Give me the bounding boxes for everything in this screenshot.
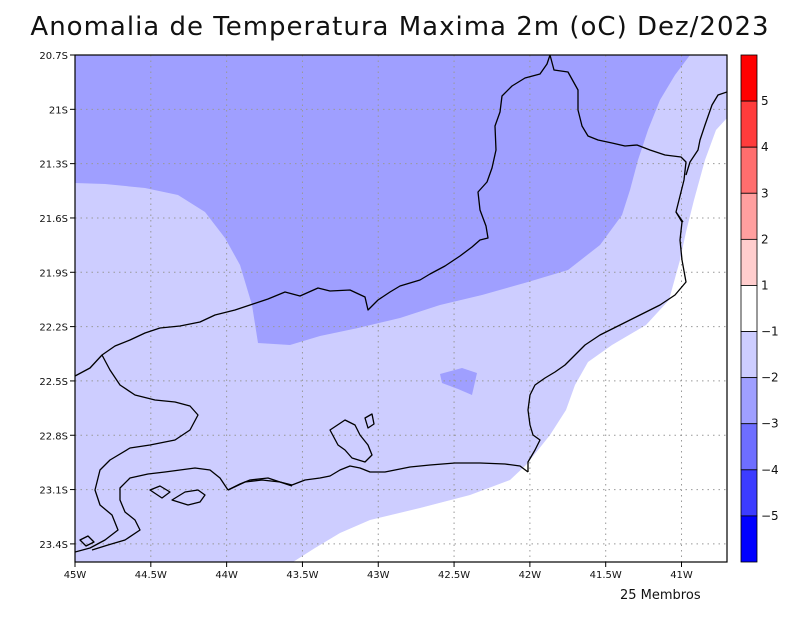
colorbar-swatch xyxy=(740,515,758,563)
members-footnote: 25 Membros xyxy=(620,588,701,603)
colorbar-label: 5 xyxy=(761,94,769,108)
anomaly-band-minus2 xyxy=(75,55,690,345)
x-tick-labels: 45W 44.5W 44W 43.5W 43W 42.5W 42W 41.5W 41W xyxy=(64,562,693,581)
colorbar-swatch xyxy=(740,285,758,332)
y-tick-labels: 20.7S 21S 21.3S 21.6S 21.9S 22.2S 22.5S 22.8S 23… xyxy=(39,51,75,551)
map-title: Anomalia de Temperatura Maxima 2m (oC) D… xyxy=(30,12,770,42)
colorbar-label: 4 xyxy=(761,140,769,154)
colorbar-swatch xyxy=(740,192,758,240)
y-tick-label: 22.2S xyxy=(39,323,68,334)
y-tick-label: 22.5S xyxy=(39,377,68,388)
x-tick-label: 44W xyxy=(215,570,238,581)
colorbar-label: −5 xyxy=(761,509,779,523)
x-tick-label: 44.5W xyxy=(135,570,167,581)
anomaly-patch-minus2 xyxy=(440,368,477,395)
colorbar-swatch xyxy=(740,100,758,148)
colorbar-swatch xyxy=(740,331,758,379)
x-tick-label: 43W xyxy=(367,570,390,581)
y-tick-label: 23.1S xyxy=(39,486,68,497)
x-tick-label: 42.5W xyxy=(438,570,470,581)
colorbar-label: −3 xyxy=(761,417,779,431)
y-tick-label: 21.9S xyxy=(39,268,68,279)
colorbar-label: −4 xyxy=(761,463,779,477)
y-tick-label: 22.8S xyxy=(39,431,68,442)
colorbar-label: 2 xyxy=(761,232,769,246)
x-tick-label: 41W xyxy=(670,570,693,581)
y-tick-label: 21.6S xyxy=(39,214,68,225)
colorbar-label: 1 xyxy=(761,278,769,292)
colorbar-swatch xyxy=(740,377,758,425)
map-frame xyxy=(74,54,728,563)
colorbar-swatch xyxy=(740,54,758,102)
y-tick-label: 20.7S xyxy=(39,51,68,62)
y-tick-label: 21S xyxy=(49,105,68,116)
y-tick-label: 21.3S xyxy=(39,160,68,171)
y-tick-label: 23.4S xyxy=(39,540,68,551)
colorbar-swatch xyxy=(740,146,758,194)
x-tick-label: 41.5W xyxy=(590,570,622,581)
x-tick-label: 42W xyxy=(519,570,542,581)
colorbar-label: −2 xyxy=(761,371,779,385)
colorbar-swatch xyxy=(740,423,758,471)
colorbar-swatch xyxy=(740,238,758,286)
grid-lines xyxy=(75,55,727,562)
x-tick-label: 43.5W xyxy=(286,570,318,581)
colorbar-label: −1 xyxy=(761,325,779,339)
x-tick-label: 45W xyxy=(64,570,87,581)
colorbar: 5 4 3 2 1 −1 −2 −3 −4 −5 xyxy=(740,54,779,563)
colorbar-label: 3 xyxy=(761,186,769,200)
colorbar-swatch xyxy=(740,469,758,517)
state-boundaries xyxy=(75,55,727,553)
